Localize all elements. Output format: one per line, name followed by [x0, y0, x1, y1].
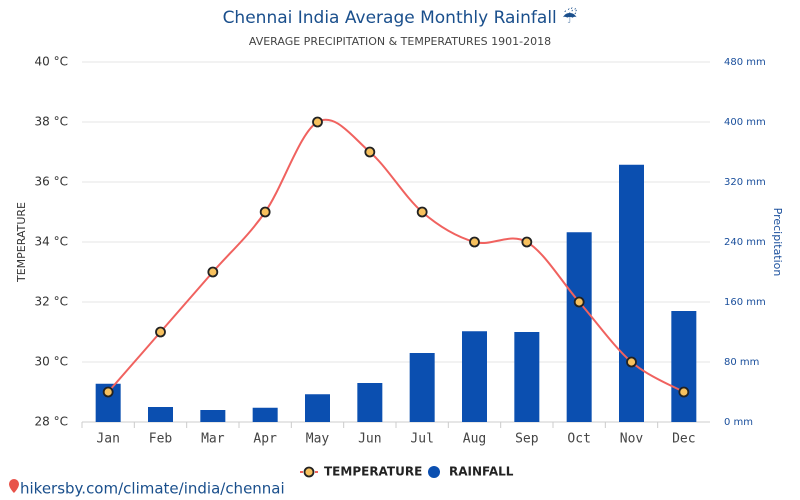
- bar: [671, 311, 697, 422]
- y2-tick-label: 240 mm: [724, 237, 766, 248]
- y-tick-label: 28 °C: [35, 415, 68, 429]
- x-tick-label: Oct: [567, 432, 590, 447]
- temperature-point: [155, 326, 166, 338]
- temperature-point: [521, 236, 533, 248]
- bar: [200, 410, 226, 422]
- x-tick-label: Nov: [620, 432, 644, 447]
- temperature-point: [678, 386, 690, 398]
- legend-marker: [303, 466, 315, 478]
- x-tick-label: Aug: [463, 432, 486, 447]
- bar: [252, 407, 278, 422]
- x-tick-label: May: [306, 432, 330, 447]
- bar: [566, 232, 592, 422]
- pin-icon: [8, 478, 19, 493]
- temperature-point: [207, 266, 219, 278]
- y2-axis-label: Precipitation: [771, 208, 784, 277]
- temperature-point: [312, 116, 323, 128]
- y-tick-label: 34 °C: [35, 235, 68, 249]
- bar: [409, 353, 435, 422]
- y2-tick-label: 400 mm: [724, 117, 766, 128]
- bar: [148, 407, 173, 422]
- bar: [357, 383, 383, 422]
- legend-label: TEMPERATURE: [324, 465, 422, 479]
- y2-tick-label: 80 mm: [724, 357, 759, 368]
- y2-tick-label: 320 mm: [724, 177, 766, 188]
- y-tick-label: 38 °C: [35, 115, 68, 129]
- bar: [514, 332, 540, 422]
- temperature-point: [102, 386, 114, 398]
- y-tick-label: 32 °C: [35, 295, 68, 309]
- y-tick-label: 36 °C: [35, 175, 68, 189]
- chart-title: Chennai India Average Monthly Rainfall ☔: [223, 7, 578, 28]
- x-tick-label: Apr: [253, 432, 277, 447]
- temperature-point: [573, 296, 585, 308]
- bar: [305, 394, 330, 422]
- bar: [462, 331, 487, 422]
- temperature-line: [107, 118, 685, 393]
- temperature-point: [626, 356, 637, 368]
- legend-marker: [428, 466, 440, 478]
- temperature-point: [416, 206, 428, 218]
- x-tick-label: Dec: [672, 432, 695, 447]
- chart-subtitle: AVERAGE PRECIPITATION & TEMPERATURES 190…: [249, 35, 551, 48]
- x-tick-label: Jul: [410, 432, 433, 447]
- x-tick-label: Jan: [96, 432, 119, 447]
- temperature-point: [469, 236, 480, 248]
- x-tick-label: Mar: [201, 432, 225, 447]
- temperature-point: [364, 146, 376, 158]
- y2-tick-label: 160 mm: [724, 297, 766, 308]
- y-tick-label: 30 °C: [35, 355, 68, 369]
- y-tick-label: 40 °C: [35, 55, 68, 69]
- footer-link[interactable]: hikersby.com/climate/india/chennai: [20, 480, 285, 498]
- y-axis-label: TEMPERATURE: [15, 202, 28, 283]
- temperature-point: [259, 206, 271, 218]
- legend-label: RAINFALL: [449, 465, 514, 479]
- y2-tick-label: 0 mm: [724, 417, 753, 428]
- x-tick-label: Feb: [149, 432, 173, 447]
- y2-tick-label: 480 mm: [724, 57, 766, 68]
- x-tick-label: Sep: [515, 432, 539, 447]
- x-tick-label: Jun: [358, 432, 381, 447]
- bar: [619, 164, 644, 422]
